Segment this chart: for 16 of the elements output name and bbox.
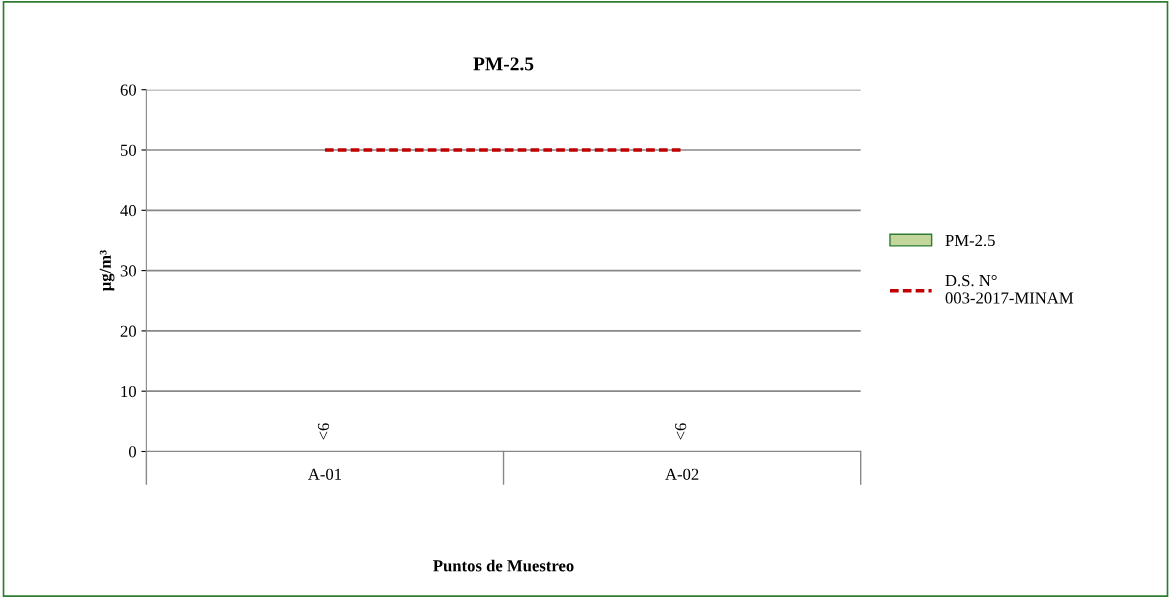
text: <6 [675,423,687,440]
x-tick-label: A-02 [665,468,699,480]
y-tick-label: 0 [128,446,137,458]
y-tick-label: 40 [120,205,137,217]
x-axis-title: Puntos de Muestreo [433,559,574,572]
y-tick-label: 20 [120,325,137,337]
x-tick-label: A-01 [307,468,342,480]
text: <6 [317,423,330,440]
legend-label: D.S. N° 003-2017-MINAM [945,274,1074,304]
y-tick-label: 10 [121,385,137,398]
y-tick-label: 50 [120,144,137,156]
y-tick-label: 60 [120,84,137,96]
y-tick-label: 30 [120,265,137,277]
y-axis-title: µg/m³ [99,250,115,292]
chart-title: PM-2.5 [473,57,534,71]
legend-label: PM-2.5 [945,234,995,247]
